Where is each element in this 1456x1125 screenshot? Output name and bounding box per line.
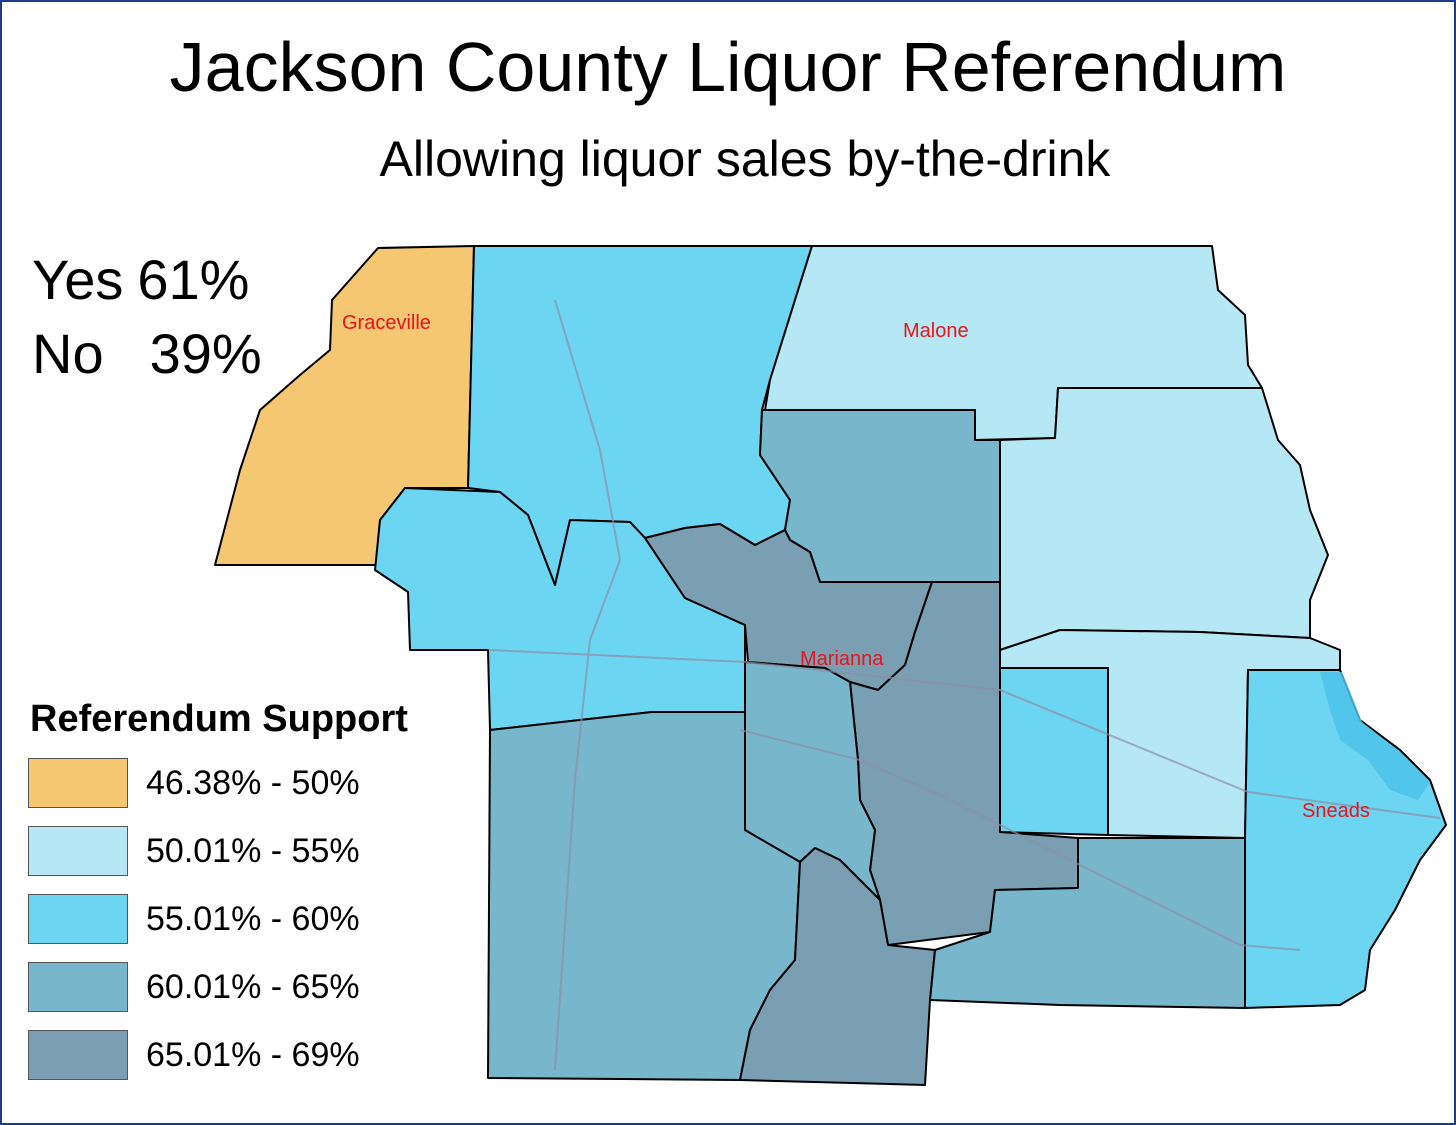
town-label-sneads: Sneads [1302, 800, 1370, 822]
map-title: Jackson County Liquor Referendum [169, 28, 1287, 106]
legend-swatch [28, 962, 128, 1012]
lake-seminole [1320, 672, 1430, 800]
legend-swatch [28, 826, 128, 876]
town-label-malone: Malone [903, 320, 969, 342]
legend-label: 55.01% - 60% [146, 900, 360, 938]
result-no: No 39% [32, 326, 262, 382]
result-no-value: 39% [149, 322, 262, 385]
town-label-graceville: Graceville [342, 312, 431, 334]
legend-swatch [28, 1030, 128, 1080]
result-no-label: No [32, 322, 104, 385]
legend-label: 46.38% - 50% [146, 764, 360, 802]
result-yes-label: Yes [32, 248, 124, 311]
roads [489, 299, 1441, 1071]
legend-label: 65.01% - 69% [146, 1036, 360, 1074]
map-subtitle: Allowing liquor sales by-the-drink [379, 131, 1111, 187]
town-label-marianna: Marianna [800, 648, 884, 670]
district-east-north[interactable] [999, 387, 1329, 651]
district-south-east[interactable] [929, 837, 1246, 1009]
legend-label: 60.01% - 65% [146, 968, 360, 1006]
legend-title: Referendum Support [30, 698, 408, 740]
legend-swatch [28, 894, 128, 944]
result-yes: Yes 61% [32, 252, 249, 308]
result-yes-value: 61% [137, 248, 250, 311]
legend-swatch [28, 758, 128, 808]
legend-label: 50.01% - 55% [146, 832, 360, 870]
